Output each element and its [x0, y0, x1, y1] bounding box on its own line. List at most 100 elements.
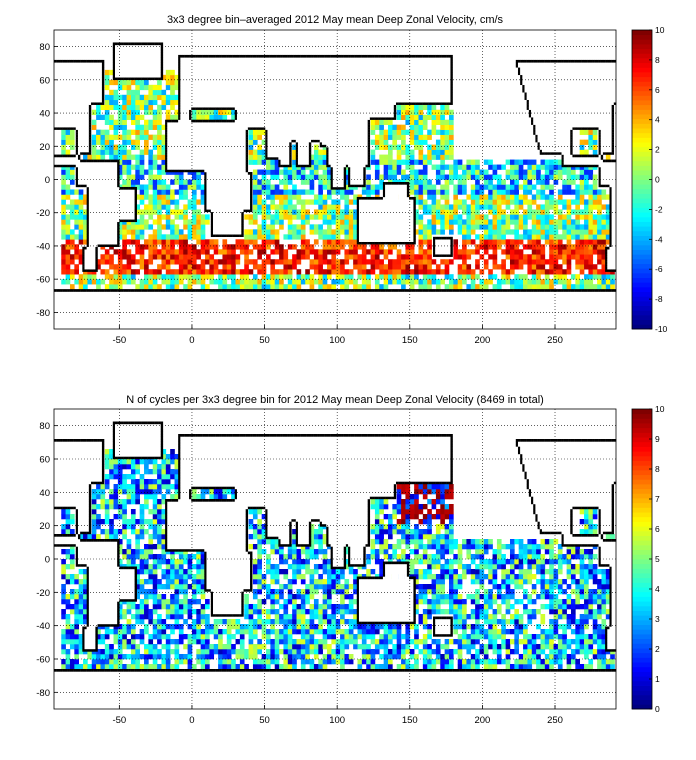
bin-cell: [401, 269, 406, 274]
land-cell: [71, 80, 73, 83]
bin-cell: [266, 204, 271, 209]
land-cell: [76, 75, 78, 78]
land-cell: [95, 67, 97, 70]
land-cell: [84, 297, 86, 300]
land-cell: [111, 242, 113, 245]
bin-cell: [127, 180, 132, 185]
land-cell: [102, 212, 104, 215]
bin-cell: [231, 269, 236, 274]
bin-cell: [588, 130, 593, 135]
bin-cell: [588, 214, 593, 219]
land-cell: [98, 217, 100, 220]
land-cell: [78, 112, 80, 115]
bin-cell: [584, 274, 589, 279]
bin-cell: [331, 264, 336, 269]
bin-cell: [253, 259, 258, 264]
bin-cell: [114, 105, 119, 110]
land-cell: [89, 217, 91, 220]
land-cell: [106, 202, 108, 205]
land-cell: [67, 127, 69, 130]
land-cell: [95, 312, 97, 315]
bin-cell: [493, 259, 498, 264]
bin-cell: [584, 239, 589, 244]
bin-cell: [405, 175, 410, 180]
bin-cell: [127, 224, 132, 229]
land-cell: [108, 197, 110, 200]
land-cell: [91, 259, 93, 262]
bin-cell: [436, 120, 441, 125]
land-cell: [141, 50, 143, 53]
land-cell: [119, 65, 121, 68]
bin-cell: [593, 239, 598, 244]
land-cell: [106, 237, 108, 240]
bin-cell: [144, 244, 149, 249]
land-cell: [84, 167, 86, 170]
land-cell: [71, 317, 73, 320]
land-cell: [143, 314, 145, 317]
land-cell: [115, 324, 117, 327]
bin-cell: [379, 274, 384, 279]
land-cell: [78, 122, 80, 125]
bin-cell: [440, 105, 445, 110]
land-cell: [98, 165, 100, 168]
land-cell: [108, 299, 110, 302]
land-cell: [63, 85, 65, 88]
land-cell: [93, 182, 95, 185]
bin-cell: [532, 239, 537, 244]
bin-cell: [253, 180, 258, 185]
bin-cell: [484, 184, 489, 189]
bin-cell: [414, 170, 419, 175]
land-cell: [56, 102, 58, 105]
bin-cell: [479, 244, 484, 249]
bin-cell: [283, 204, 288, 209]
bin-cell: [288, 199, 293, 204]
land-cell: [128, 214, 130, 217]
bin-cell: [192, 180, 197, 185]
bin-cell: [362, 284, 367, 289]
bin-cell: [70, 170, 75, 175]
bin-cell: [105, 254, 110, 259]
bin-cell: [497, 214, 502, 219]
bin-cell: [166, 115, 171, 120]
land-cell: [119, 219, 121, 222]
bin-cell: [222, 239, 227, 244]
land-cell: [145, 314, 147, 317]
bin-cell: [175, 269, 180, 274]
land-cell: [71, 127, 73, 130]
bin-cell: [388, 155, 393, 160]
land-cell: [135, 217, 137, 220]
bin-cell: [545, 214, 550, 219]
bin-cell: [127, 155, 132, 160]
bin-cell: [601, 229, 606, 234]
bin-cell: [70, 189, 75, 194]
bin-cell: [148, 194, 153, 199]
bin-cell: [501, 165, 506, 170]
land-cell: [61, 60, 63, 63]
land-cell: [89, 97, 91, 100]
land-cell: [135, 52, 137, 55]
bin-cell: [427, 135, 432, 140]
land-cell: [108, 189, 110, 192]
bin-cell: [218, 269, 223, 274]
land-cell: [78, 319, 80, 322]
bin-cell: [427, 239, 432, 244]
bin-cell: [262, 180, 267, 185]
bin-cell: [188, 224, 193, 229]
land-cell: [104, 212, 106, 215]
land-cell: [95, 65, 97, 68]
bin-cell: [558, 269, 563, 274]
land-cell: [111, 212, 113, 215]
land-cell: [84, 269, 86, 272]
bin-cell: [432, 189, 437, 194]
bin-cell: [493, 239, 498, 244]
bin-cell: [527, 264, 532, 269]
land-cell: [119, 192, 121, 195]
land-cell: [104, 244, 106, 247]
land-cell: [89, 135, 91, 138]
bin-cell: [445, 120, 450, 125]
bin-cell: [201, 234, 206, 239]
bin-cell: [497, 219, 502, 224]
bin-cell: [392, 274, 397, 279]
land-cell: [115, 160, 117, 163]
land-cell: [76, 152, 78, 155]
